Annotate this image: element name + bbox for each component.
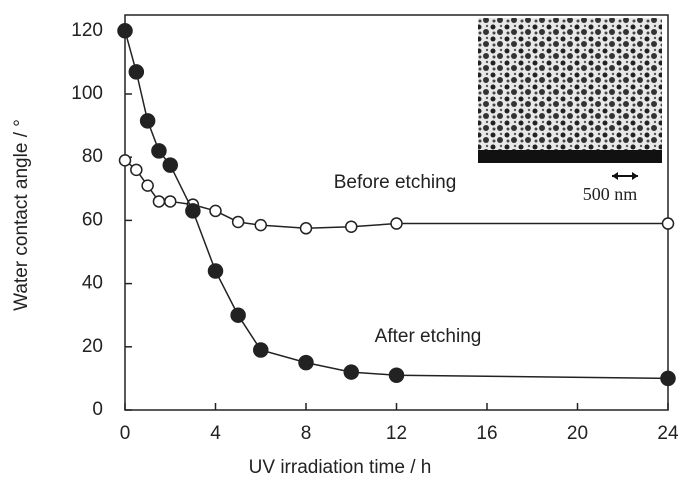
- x-tick-label: 24: [657, 423, 679, 444]
- y-tick-label: 120: [71, 20, 103, 41]
- data-point: [142, 180, 153, 191]
- x-tick-label: 12: [386, 423, 407, 444]
- y-tick-label: 100: [71, 83, 103, 104]
- data-point: [231, 308, 245, 322]
- series-label: After etching: [375, 326, 482, 347]
- data-point: [210, 205, 221, 216]
- x-axis-label: UV irradiation time / h: [249, 457, 432, 478]
- data-point: [152, 144, 166, 158]
- data-point: [661, 371, 675, 385]
- y-tick-label: 20: [82, 336, 103, 357]
- data-point: [301, 223, 312, 234]
- data-point: [663, 218, 674, 229]
- data-point: [255, 220, 266, 231]
- x-tick-label: 16: [476, 423, 497, 444]
- data-point: [391, 218, 402, 229]
- data-point: [186, 204, 200, 218]
- y-tick-label: 60: [82, 209, 103, 230]
- y-axis-label: Water contact angle / °: [11, 119, 32, 311]
- data-point: [141, 114, 155, 128]
- y-tick-label: 40: [82, 273, 103, 294]
- data-point: [153, 196, 164, 207]
- data-point: [346, 221, 357, 232]
- data-point: [344, 365, 358, 379]
- data-point: [120, 155, 131, 166]
- data-point: [118, 24, 132, 38]
- chart: 500 nm UV irradiation time / h Water con…: [0, 0, 679, 482]
- x-tick-label: 0: [120, 423, 131, 444]
- data-point: [131, 164, 142, 175]
- data-point: [390, 368, 404, 382]
- data-point: [233, 216, 244, 227]
- data-point: [299, 356, 313, 370]
- data-point: [163, 158, 177, 172]
- x-tick-label: 8: [301, 423, 312, 444]
- data-point: [209, 264, 223, 278]
- data-point: [129, 65, 143, 79]
- inset-scale-label: 500 nm: [583, 184, 638, 204]
- data-point: [165, 196, 176, 207]
- x-tick-label: 4: [210, 423, 221, 444]
- y-tick-label: 0: [92, 399, 103, 420]
- series-label: Before etching: [334, 172, 457, 193]
- y-tick-label: 80: [82, 146, 103, 167]
- x-tick-label: 20: [567, 423, 588, 444]
- data-point: [254, 343, 268, 357]
- inset-image: [478, 18, 662, 180]
